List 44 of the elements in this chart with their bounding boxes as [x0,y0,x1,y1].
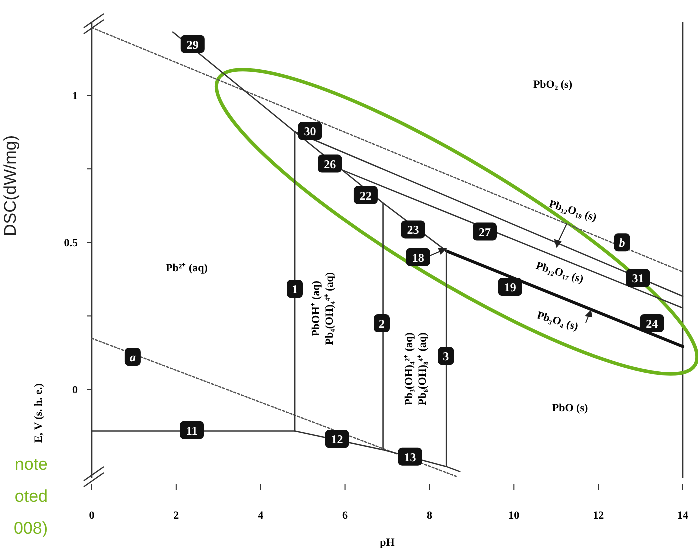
x-tick-label: 14 [678,510,689,522]
text: note [14,455,48,474]
x-tick-label: 6 [342,510,349,522]
text: oted [14,487,48,506]
x-tick-label: 8 [426,510,433,522]
annotation: 31 [632,272,644,286]
annotation: 30 [304,124,316,139]
annotation: 12 [331,432,344,447]
y-axis-title: E, V (s. h. e.) [33,383,45,444]
y-tick-label: 0 [72,384,78,397]
annotation: Pb₆(OH)₈⁴⁺ (aq) [417,332,430,406]
annotation: 2 [379,317,386,332]
annotation: 29 [186,38,199,52]
annotation: Pb₃(OH)₄²⁺ (aq) [404,332,416,406]
text: 008) [14,519,48,538]
annotation: 1 [292,282,298,297]
annotation: 11 [186,424,198,438]
annotation: PbOH⁺ (aq) [310,280,323,337]
annotation: Pb₃O₄ (s) [536,310,580,334]
annotation: 13 [404,450,416,464]
annotation: Pb²⁺ (aq) [166,262,208,274]
annotation: 23 [407,223,420,238]
annotation: Pb₄(OH)₄⁴⁺ (aq) [324,272,336,346]
x-axis-title: pH [380,537,396,549]
annotation: a [130,350,136,365]
annotation: PbO₂ (s) [533,78,573,91]
annotation: 24 [646,317,658,332]
annotation: b [619,236,626,250]
annotation: 18 [412,250,424,265]
annotation: PbO (s) [552,402,588,414]
annotation: Pb₁₂O₁₇ (s) [534,260,586,286]
x-tick-label: 0 [89,510,96,522]
y-tick-label: 1 [72,90,78,103]
annotation: 22 [360,188,372,203]
annotation: 19 [504,280,516,295]
x-tick-label: 4 [258,510,264,522]
x-tick-label: 10 [508,510,520,522]
annotation: 3 [443,350,450,364]
annotation: 26 [324,157,336,172]
annotation: 27 [479,225,492,240]
x-tick-label: 12 [593,510,605,522]
text: DSC(dW/mg) [1,135,20,237]
y-tick-label: 0.5 [64,238,78,250]
x-tick-label: 2 [174,510,180,522]
